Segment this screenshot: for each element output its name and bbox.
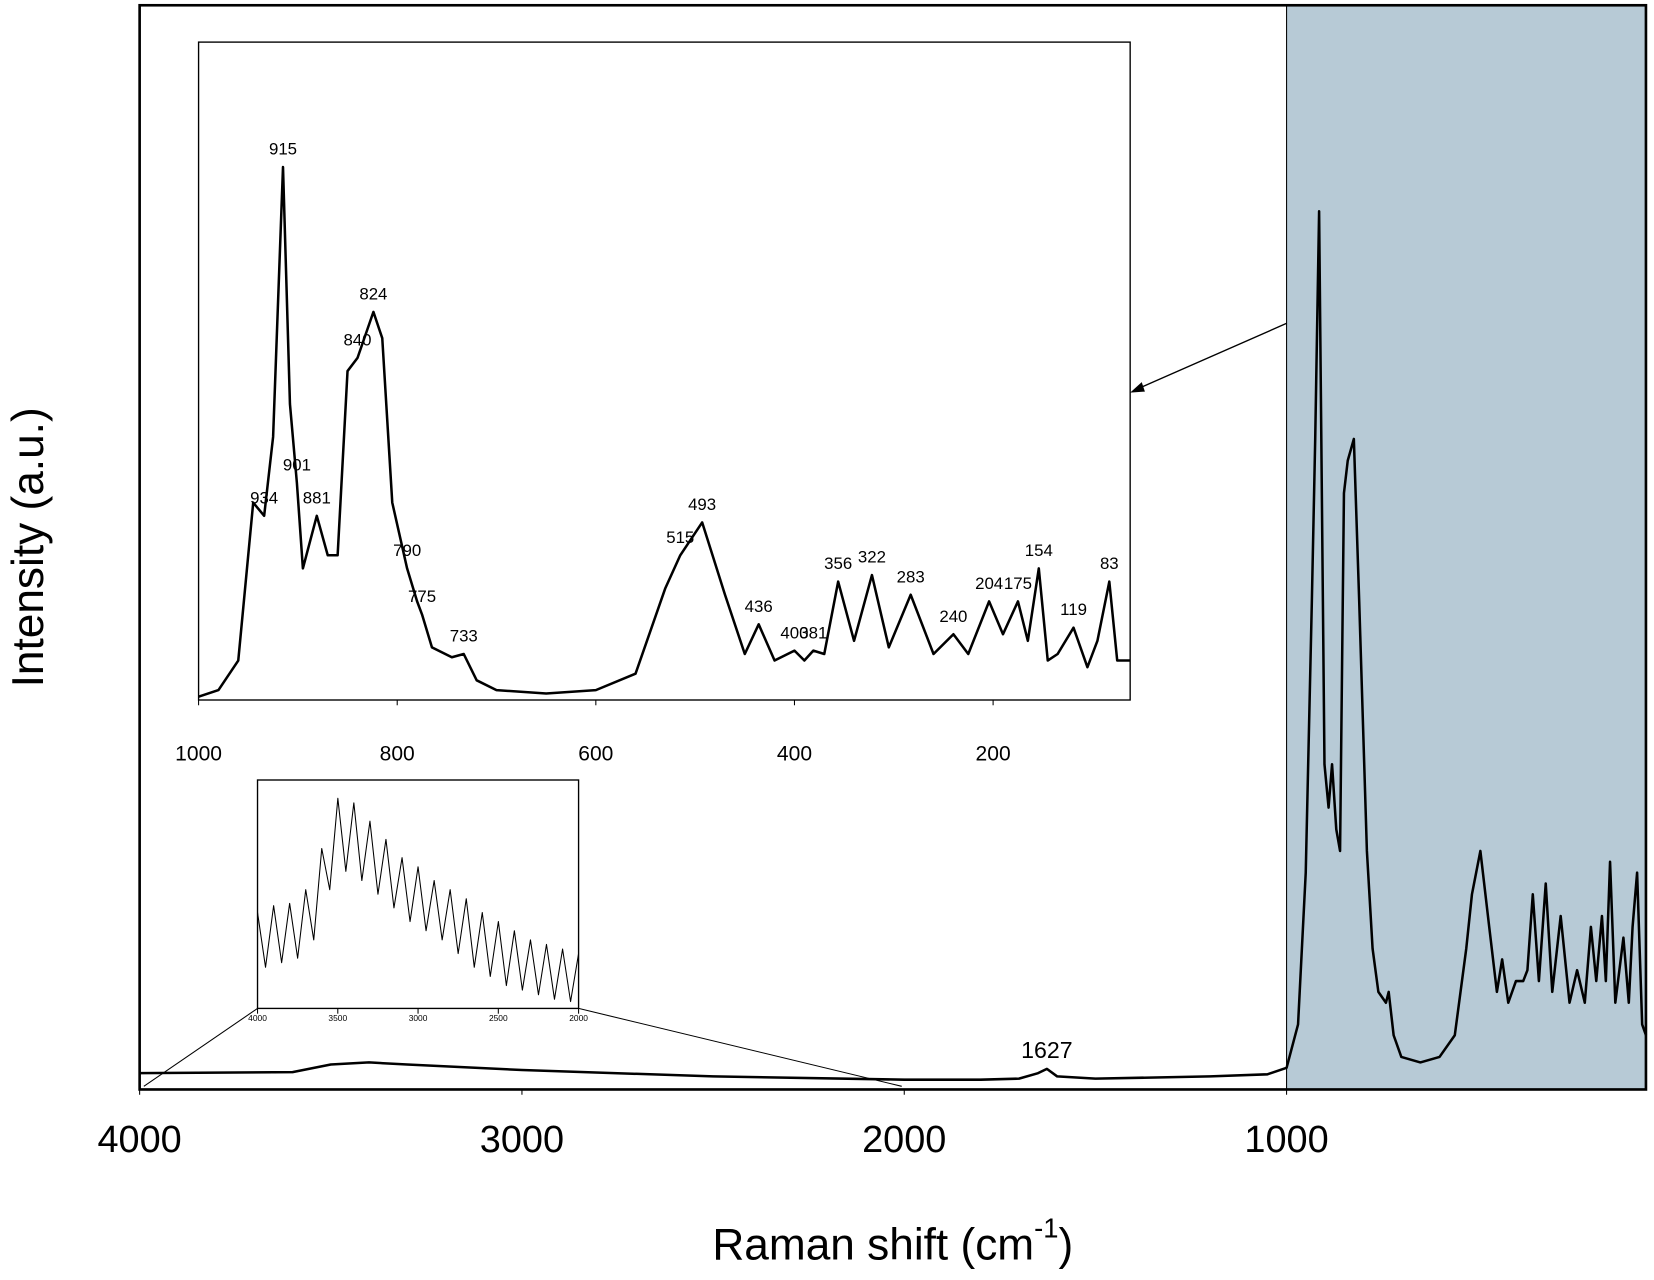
peak-label: 356	[824, 554, 852, 573]
x-tick-label: 4000	[248, 1013, 267, 1023]
x-tick-label: 3500	[328, 1013, 347, 1023]
peak-label: 515	[666, 528, 694, 547]
x-tick-label: 3000	[409, 1013, 428, 1023]
peak-label: 733	[450, 627, 478, 646]
x-axis-label-part: )	[1058, 1220, 1073, 1269]
x-tick-label: 2500	[489, 1013, 508, 1023]
shaded-region	[1286, 4, 1647, 1090]
x-tick-label: 200	[976, 742, 1011, 765]
peak-label: 915	[269, 140, 297, 159]
x-tick-label: 400	[777, 742, 812, 765]
x-tick-label: 1000	[175, 742, 222, 765]
peak-label: 436	[745, 597, 773, 616]
x-axis-label-part: -1	[1034, 1213, 1058, 1244]
peak-label: 881	[303, 488, 331, 507]
zoom-arrow	[1138, 322, 1288, 390]
peak-label: 119	[1060, 600, 1087, 619]
x-axis-label: Raman shift (cm-1)	[712, 1213, 1073, 1269]
peak-label: 934	[250, 488, 278, 507]
peak-label: 824	[359, 284, 387, 303]
peak-label: 1627	[1021, 1037, 1072, 1063]
plot-frame	[197, 41, 1131, 701]
x-tick-label: 600	[578, 742, 613, 765]
zoom-line	[143, 1007, 258, 1087]
peak-label: 381	[799, 623, 827, 642]
peak-label: 175	[1004, 574, 1032, 593]
peak-label: 322	[858, 548, 886, 567]
peak-label: 400	[780, 623, 808, 642]
y-axis-label: Intensity (a.u.)	[4, 407, 53, 687]
spectrum-line	[139, 209, 1648, 1081]
plot-frame	[138, 3, 1648, 1091]
x-tick-label: 1000	[1244, 1119, 1328, 1161]
x-axis-label-part: Raman shift (cm	[712, 1220, 1034, 1269]
spectrum-line	[198, 165, 1131, 698]
x-tick-label: 4000	[97, 1119, 181, 1161]
peak-label: 775	[408, 587, 436, 606]
peak-label: 240	[939, 607, 967, 626]
peak-label: 83	[1100, 554, 1119, 573]
arrow-head	[1130, 382, 1145, 393]
peak-label: 790	[393, 541, 421, 560]
x-tick-label: 3000	[480, 1119, 564, 1161]
zoom-line	[578, 1007, 902, 1087]
peak-label: 154	[1025, 541, 1053, 560]
peak-label: 493	[688, 495, 716, 514]
peak-label: 840	[343, 331, 371, 350]
x-tick-label: 800	[380, 742, 415, 765]
peak-label: 204	[975, 574, 1003, 593]
x-tick-label: 2000	[862, 1119, 946, 1161]
peak-label: 283	[897, 567, 925, 586]
peak-label: 901	[283, 456, 311, 475]
x-tick-label: 2000	[569, 1013, 588, 1023]
spectrum-line	[257, 797, 580, 1003]
